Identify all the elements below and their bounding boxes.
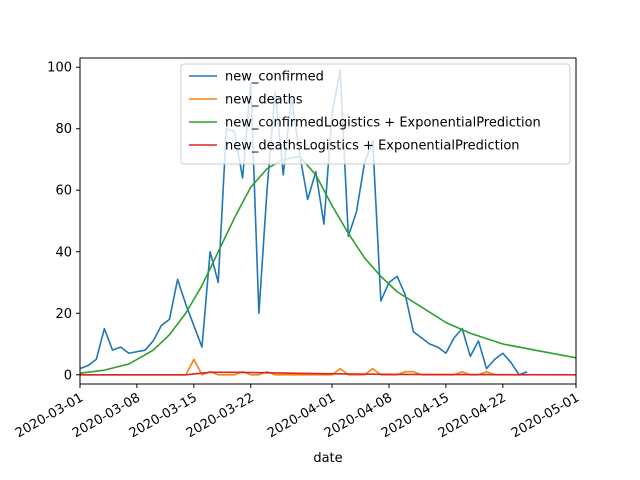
legend-label: new_deathsLogistics + ExponentialPredict…	[225, 139, 520, 154]
legend-label: new_confirmedLogistics + ExponentialPred…	[225, 116, 541, 131]
legend-box	[180, 63, 571, 165]
y-tick-label: 80	[55, 122, 72, 137]
series-line-2	[80, 358, 528, 376]
series-line-4	[80, 371, 576, 376]
legend-label: new_confirmed	[225, 70, 324, 85]
y-tick-label: 60	[55, 184, 72, 199]
series-line-3	[80, 155, 576, 375]
y-tick-label: 0	[64, 368, 72, 383]
y-tick-label: 40	[55, 245, 72, 260]
x-axis: 2020-03-012020-03-082020-03-152020-03-22…	[13, 384, 582, 441]
legend: new_confirmed new_deaths new_confirmedLogi…	[180, 63, 571, 165]
y-tick-label: 100	[47, 61, 72, 76]
y-axis: 0 20 40 60 80 100	[47, 61, 80, 383]
series-line-1	[80, 69, 528, 376]
x-tick-label: 2020-05-01	[509, 390, 582, 441]
plot-frame	[79, 57, 577, 385]
x-axis-title: date	[313, 451, 342, 466]
y-tick-label: 20	[55, 307, 72, 322]
legend-label: new_deaths	[225, 93, 303, 108]
